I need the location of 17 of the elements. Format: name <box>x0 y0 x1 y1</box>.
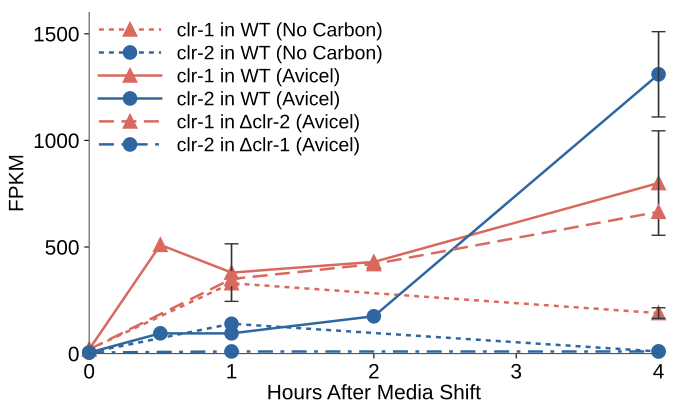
y-axis-title: FPKM <box>8 156 24 210</box>
legend-label: clr-1 in WT (No Carbon) <box>178 22 382 40</box>
x-tick-label: 2 <box>369 364 379 378</box>
x-tick-label: 3 <box>511 364 522 379</box>
legend-label: clr-2 in Δclr-1 (Avicel) <box>178 137 359 156</box>
legend-label: clr-1 in WT (Avicel) <box>178 68 339 86</box>
legend-label: clr-2 in WT (No Carbon) <box>178 45 382 64</box>
x-axis-title: Hours After Media Shift <box>268 384 481 400</box>
legend-label: clr-2 in WT (Avicel) <box>178 91 339 110</box>
y-tick-label: 0 <box>68 346 79 362</box>
x-tick-label: 0 <box>84 364 94 379</box>
x-tick-label: 4 <box>653 364 664 378</box>
y-tick-label: 1000 <box>34 133 79 148</box>
y-tick-label: 1500 <box>34 26 79 42</box>
x-tick-label: 1 <box>227 364 236 378</box>
y-tick-label: 500 <box>46 240 79 255</box>
legend-label: clr-1 in Δclr-2 (Avicel) <box>178 114 359 132</box>
